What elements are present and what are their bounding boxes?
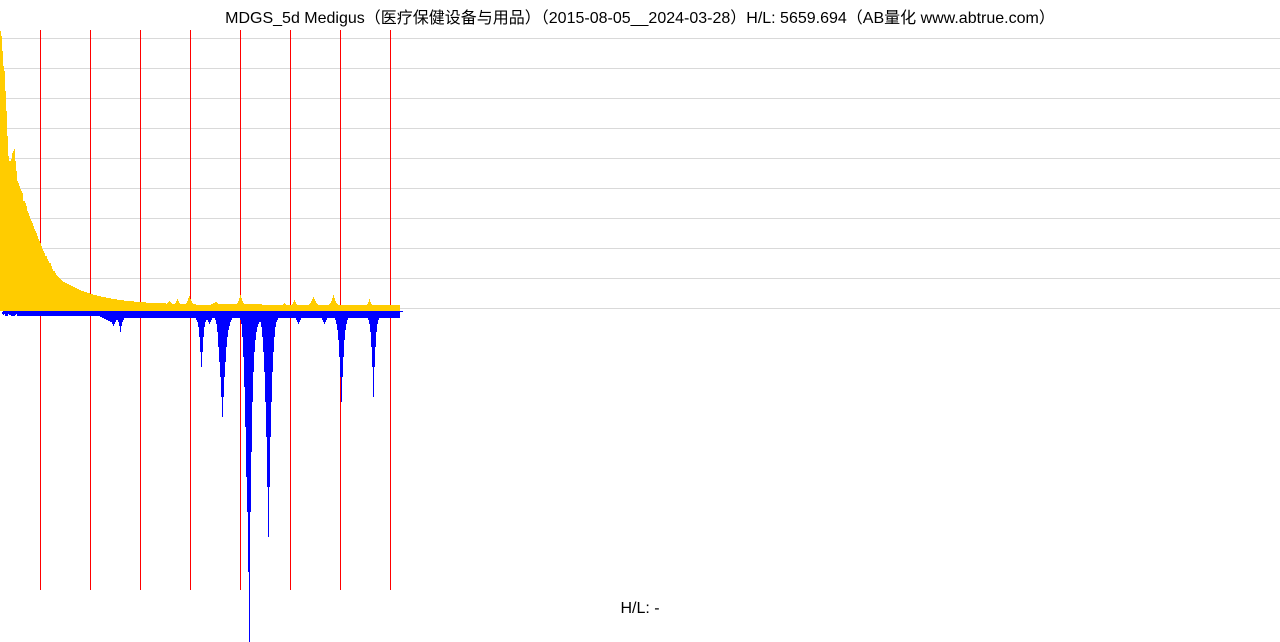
footer-label: H/L: - (0, 600, 1280, 618)
chart-title: MDGS_5d Medigus（医疗保健设备与用品）（2015-08-05__2… (0, 4, 1280, 28)
price-chart (0, 30, 1280, 590)
